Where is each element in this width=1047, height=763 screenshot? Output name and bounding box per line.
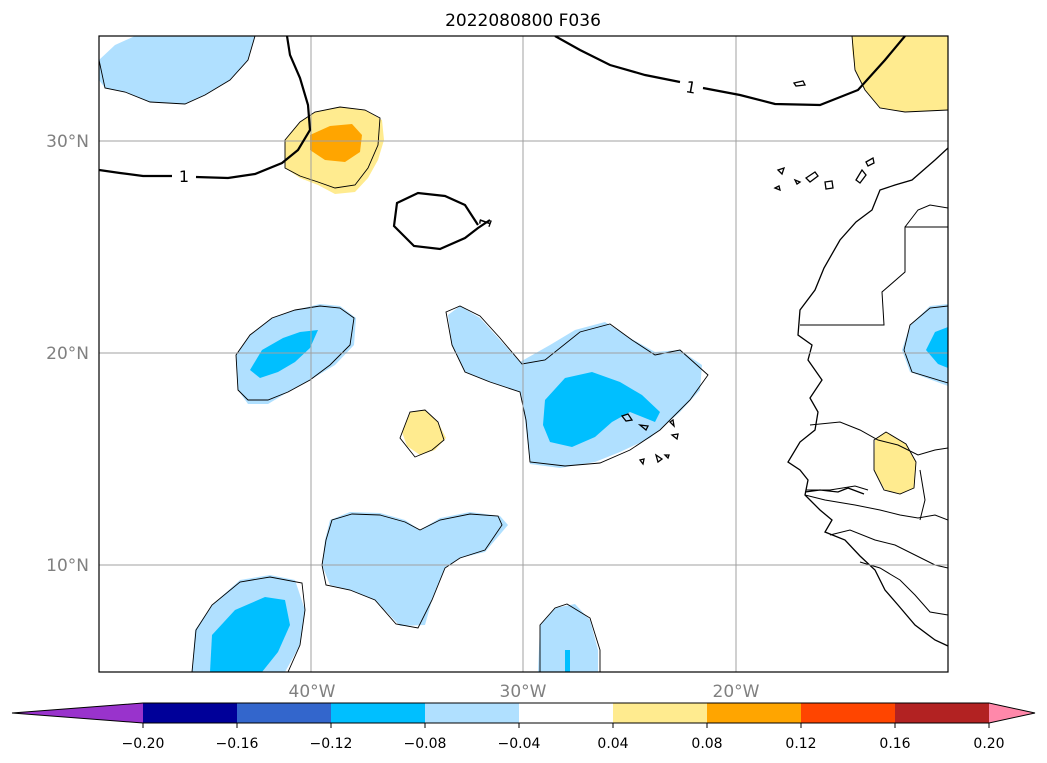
madeira-island bbox=[792, 80, 806, 87]
strong-negative-anomaly-area bbox=[565, 650, 570, 672]
colorbar-tick-label: 0.12 bbox=[785, 736, 816, 752]
contour-line bbox=[554, 36, 681, 84]
negative-anomaly-area bbox=[99, 36, 255, 104]
shaded-anomaly-fields bbox=[99, 36, 948, 672]
positive-anomaly-area bbox=[874, 432, 916, 494]
colorbar-segment bbox=[707, 703, 802, 723]
lon-label-20w: 20°W bbox=[713, 682, 760, 702]
contour-line bbox=[702, 36, 906, 107]
map-title: 2022080800 F036 bbox=[445, 11, 601, 31]
colorbar-segment bbox=[143, 703, 238, 723]
longitude-labels: 40°W 30°W 20°W bbox=[289, 682, 760, 702]
latitude-labels: 30°N 20°N 10°N bbox=[46, 132, 89, 576]
canary-islands bbox=[773, 156, 875, 192]
map-frame bbox=[98, 35, 949, 673]
colorbar-tick-label: 0.08 bbox=[691, 736, 722, 752]
strong-negative-anomaly-area bbox=[250, 330, 318, 378]
colorbar-segment bbox=[801, 703, 896, 723]
colorbar-tick-label: 0.20 bbox=[973, 736, 1004, 752]
colorbar-segment bbox=[425, 703, 520, 723]
colorbar-segment bbox=[237, 703, 332, 723]
contour-line bbox=[195, 36, 312, 180]
colorbar-tick-label: 0.04 bbox=[597, 736, 628, 752]
negative-anomaly-area bbox=[902, 304, 948, 386]
lat-label-10n: 10°N bbox=[46, 556, 89, 576]
strong-negative-anomaly-area bbox=[210, 597, 290, 672]
negative-anomaly-area bbox=[538, 604, 598, 672]
strong-negative-anomaly-area bbox=[926, 327, 948, 368]
colorbar-segment bbox=[613, 703, 708, 723]
lon-label-40w: 40°W bbox=[289, 682, 336, 702]
gambia-river bbox=[804, 487, 865, 495]
contour-value-label: 1 bbox=[684, 77, 697, 97]
colorbar-ticks: −0.20 −0.16 −0.12 −0.08 −0.04 0.04 0.08 0.12 0.1… bbox=[122, 723, 1005, 752]
colorbar-extend-low bbox=[12, 703, 143, 723]
colorbar-outline bbox=[11, 702, 1036, 724]
map-panel: 1 1 1 bbox=[98, 35, 949, 673]
positive-anomaly-area bbox=[402, 410, 446, 455]
west-africa-coastline bbox=[787, 147, 948, 647]
country-borders bbox=[800, 204, 948, 616]
colorbar-tick-label: −0.16 bbox=[216, 736, 259, 752]
lat-label-30n: 30°N bbox=[46, 132, 89, 152]
positive-anomaly-area bbox=[852, 36, 948, 112]
strong-negative-anomaly-area bbox=[543, 372, 660, 447]
lat-label-20n: 20°N bbox=[46, 344, 89, 364]
anomaly-outlines bbox=[99, 36, 948, 672]
colorbar-segment bbox=[331, 703, 426, 723]
contour-line bbox=[392, 191, 491, 251]
colorbar-segment bbox=[519, 703, 614, 723]
colorbar-tick-label: −0.20 bbox=[122, 736, 165, 752]
colorbar-tick-label: −0.12 bbox=[310, 736, 353, 752]
contour-lines bbox=[99, 36, 906, 251]
colorbar-segments bbox=[12, 703, 1035, 723]
colorbar-extend-high bbox=[989, 703, 1035, 723]
coastlines bbox=[620, 80, 948, 647]
contour-value-label: 1 bbox=[179, 167, 189, 186]
grid-lines bbox=[99, 36, 948, 672]
colorbar-tick-label: 0.16 bbox=[879, 736, 910, 752]
colorbar-tick-label: −0.04 bbox=[498, 736, 541, 752]
colorbar-segment bbox=[895, 703, 990, 723]
lon-label-30w: 30°W bbox=[500, 682, 547, 702]
contour-line bbox=[99, 168, 172, 178]
cape-verde-islands bbox=[620, 413, 679, 466]
colorbar-tick-label: −0.08 bbox=[404, 736, 447, 752]
strong-positive-anomaly-area bbox=[310, 124, 362, 162]
negative-anomaly-area bbox=[322, 512, 508, 626]
colorbar: −0.20 −0.16 −0.12 −0.08 −0.04 0.04 0.08 0.12 0.1… bbox=[11, 702, 1036, 752]
